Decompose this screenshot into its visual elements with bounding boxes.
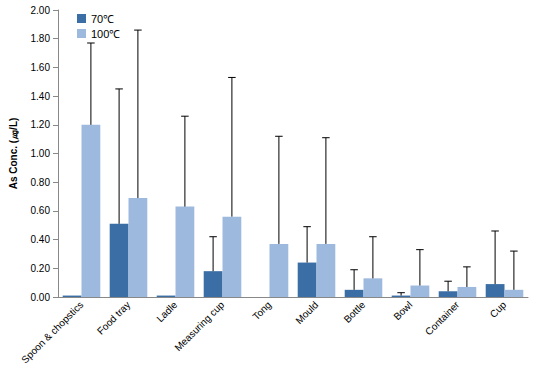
svg-text:Spoon & chopstics: Spoon & chopstics [19,299,85,365]
svg-text:Food tray: Food tray [95,299,133,337]
svg-text:1.00: 1.00 [31,148,51,159]
svg-text:0.40: 0.40 [31,234,51,245]
svg-text:Bowl: Bowl [391,299,414,322]
svg-text:Mould: Mould [293,299,320,326]
svg-text:1.60: 1.60 [31,62,51,73]
svg-text:0.80: 0.80 [31,177,51,188]
svg-text:1.20: 1.20 [31,119,51,130]
svg-text:2.00: 2.00 [31,5,51,16]
svg-text:100℃: 100℃ [91,28,120,40]
svg-text:Container: Container [423,299,462,338]
svg-text:70℃: 70℃ [91,13,114,25]
svg-text:0.20: 0.20 [31,263,51,274]
svg-text:0.00: 0.00 [31,292,51,303]
svg-text:Cup: Cup [488,299,509,320]
svg-text:1.80: 1.80 [31,33,51,44]
svg-text:1.40: 1.40 [31,91,51,102]
svg-text:Tong: Tong [250,299,273,322]
svg-text:Measuring cup: Measuring cup [172,299,226,353]
svg-text:Ladle: Ladle [154,299,179,324]
svg-text:Bottle: Bottle [342,299,368,325]
svg-text:As Conc. (㎍/L): As Conc. (㎍/L) [8,118,19,190]
svg-text:0.60: 0.60 [31,205,51,216]
